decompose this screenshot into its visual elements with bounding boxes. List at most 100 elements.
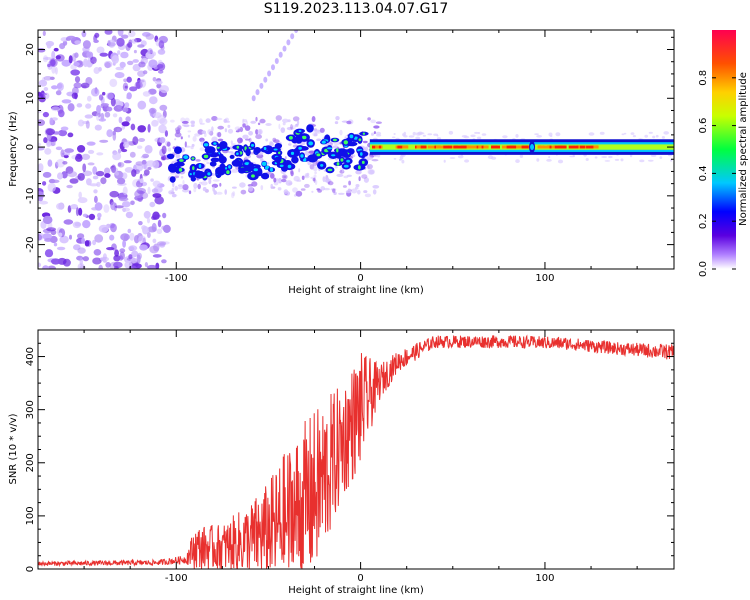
band-halo: [448, 130, 454, 135]
ridge-blob: [306, 124, 314, 133]
band-halo: [650, 154, 657, 157]
ridge-halo: [187, 130, 192, 133]
ridge-halo: [251, 181, 258, 187]
noise-speckle: [51, 117, 58, 121]
noise-speckle: [153, 112, 162, 119]
ridge-blob-core: [327, 147, 333, 150]
noise-speckle: [84, 114, 94, 119]
ridge-halo: [352, 154, 356, 157]
ridge-halo: [313, 133, 318, 137]
band-halo: [594, 156, 598, 159]
band-halo: [614, 158, 620, 161]
ridge-halo: [363, 190, 368, 194]
noise-speckle: [97, 217, 101, 221]
noise-speckle: [77, 119, 85, 127]
ridge-halo: [370, 119, 377, 124]
noise-speckle: [93, 39, 99, 43]
noise-speckle: [156, 228, 163, 234]
ridge-halo: [326, 177, 330, 183]
ridge-halo: [197, 183, 201, 190]
ridge-blob-core: [278, 151, 281, 155]
noise-speckle: [91, 87, 100, 97]
noise-speckle: [94, 32, 100, 38]
ridge-halo: [255, 129, 259, 135]
ridge-halo: [242, 134, 249, 139]
colorbar: 0.0 0.2 0.4 0.6 0.8 Normalized spectral ampl…: [698, 30, 749, 277]
noise-speckle: [70, 69, 80, 76]
ridge-halo: [199, 181, 203, 184]
noise-speckle: [46, 227, 57, 232]
noise-speckle: [145, 33, 155, 40]
ridge-blob-core: [226, 170, 230, 175]
ridge-halo: [286, 126, 294, 131]
noise-speckle: [73, 62, 80, 67]
ridge-blob-core: [343, 140, 348, 145]
noise-speckle: [67, 103, 75, 112]
ridge-halo: [367, 164, 373, 170]
noise-speckle: [135, 161, 144, 166]
noise-speckle: [74, 40, 82, 45]
ridge-blob: [215, 166, 226, 176]
ridge-blob-core: [273, 148, 278, 151]
noise-speckle: [129, 86, 138, 92]
noise-speckle: [38, 196, 43, 202]
noise-speckle: [117, 162, 125, 168]
ridge-halo: [304, 174, 310, 179]
ridge-halo: [212, 186, 215, 192]
ridge-halo: [200, 181, 208, 186]
ridge-blob-core: [251, 174, 255, 178]
noise-speckle: [45, 128, 56, 136]
noise-speckle: [112, 132, 117, 141]
noise-speckle: [82, 170, 93, 177]
ridge-halo: [306, 172, 310, 176]
noise-speckle: [55, 146, 63, 151]
ridge-halo: [354, 186, 359, 190]
noise-speckle: [152, 238, 157, 244]
ridge-halo: [172, 181, 175, 188]
ridge-halo: [357, 189, 361, 195]
ridge-halo: [368, 169, 375, 175]
noise-speckle: [147, 232, 151, 238]
noise-speckle: [76, 103, 83, 108]
ridge-halo: [231, 192, 235, 199]
noise-speckle: [144, 262, 148, 268]
colorbar-gradient: [712, 30, 736, 269]
noise-speckle: [138, 221, 143, 226]
band-halo: [427, 133, 433, 136]
ridge-halo: [244, 125, 251, 131]
noise-speckle: [154, 80, 163, 85]
band-halo: [463, 135, 470, 139]
stable-band-peak: [456, 145, 464, 149]
noise-speckle: [43, 76, 53, 81]
stable-band-peak: [514, 145, 520, 149]
snr-panel: -100 0 100 0 100 200 300 400 Height of straight…: [8, 329, 675, 596]
ridge-halo: [182, 124, 186, 127]
snr-x-tick-label: 0: [357, 573, 363, 584]
ridge-halo: [171, 193, 177, 198]
stable-band-peak: [502, 145, 505, 149]
ridge-halo: [211, 126, 214, 132]
noise-speckle: [146, 217, 151, 224]
ridge-blob-core: [179, 159, 184, 162]
band-halo: [476, 136, 482, 140]
ridge-halo: [217, 125, 224, 130]
ridge-halo: [288, 143, 292, 146]
noise-speckle: [137, 145, 143, 149]
noise-speckle: [38, 200, 49, 205]
noise-speckle: [38, 119, 45, 126]
ridge-halo: [323, 187, 331, 191]
ridge-halo: [319, 127, 325, 133]
band-halo: [491, 156, 497, 160]
heatmap-y-tick-label: -20: [25, 236, 36, 252]
ridge-halo: [334, 166, 338, 169]
ridge-blob-core: [191, 157, 195, 160]
ridge-halo: [278, 177, 282, 184]
noise-speckle: [134, 81, 143, 89]
noise-speckle: [94, 195, 98, 203]
noise-speckle: [143, 173, 148, 177]
noise-speckle: [82, 220, 91, 229]
band-halo: [371, 133, 375, 136]
noise-speckle: [92, 239, 97, 246]
noise-speckle: [42, 265, 49, 269]
ridge-halo: [244, 156, 249, 160]
